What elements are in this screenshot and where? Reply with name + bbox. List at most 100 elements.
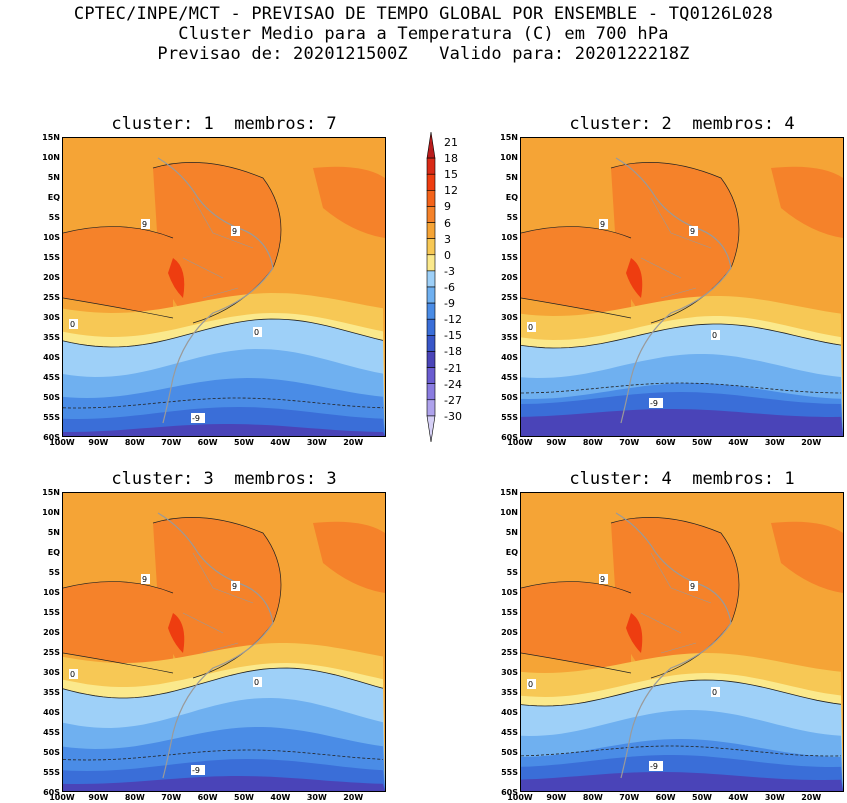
lat-tick-label: EQ [505, 548, 518, 557]
lat-tick-label: 15S [501, 608, 518, 617]
colorbar-tick-label: 15 [444, 168, 458, 182]
contour-label-minus-9: -9 [650, 762, 658, 771]
contour-label-0: 0 [254, 328, 259, 337]
lat-tick-label: 5S [506, 568, 518, 577]
lat-tick-label: 50S [501, 748, 518, 757]
lat-tick-label: 35S [43, 333, 60, 342]
lon-tick-label: 50W [234, 438, 254, 447]
lat-tick-label: 55S [501, 768, 518, 777]
lat-tick-label: 60S [501, 433, 518, 442]
header-title: CPTEC/INPE/MCT - PREVISAO DE TEMPO GLOBA… [73, 4, 774, 24]
lon-tick-label: 90W [546, 438, 567, 447]
lat-tick-label: 55S [501, 413, 518, 422]
colorbar-tick-label: -12 [444, 313, 462, 327]
contour-label-0: 0 [254, 678, 259, 687]
colorbar-tick-label: -15 [444, 329, 462, 343]
contour-label-9: 9 [232, 582, 237, 591]
lat-tick-label: 5S [506, 213, 518, 222]
lat-tick-label: 5N [47, 173, 60, 182]
contour-label-minus-9: -9 [650, 399, 658, 408]
colorbar-tick-label: 0 [444, 248, 451, 262]
panel-2-title: cluster: 2 membros: 4 [569, 114, 795, 134]
panel-3-title: cluster: 3 membros: 3 [111, 469, 337, 489]
lat-tick-label: 55S [43, 413, 60, 422]
lat-tick-label: 10S [43, 233, 60, 242]
colorbar-tick-label: 12 [444, 184, 458, 198]
lon-tick-label: 40W [270, 438, 291, 447]
lon-tick-label: 100W [507, 793, 533, 802]
lon-tick-label: 20W [801, 438, 822, 447]
lat-tick-label: 45S [43, 373, 60, 382]
colorbar-tick-label: -3 [444, 264, 455, 278]
lat-tick-label: 15N [500, 488, 518, 497]
lat-tick-label: 10N [500, 153, 518, 162]
lat-tick-label: 5N [505, 173, 518, 182]
lat-tick-label: 15S [43, 253, 60, 262]
map-panel-cluster-2: 9 9 0 0 -9 [520, 137, 844, 437]
lat-tick-label: 20S [43, 273, 60, 282]
lat-tick-label: 30S [43, 668, 60, 677]
lat-tick-label: 10N [42, 153, 60, 162]
contour-label-0: 0 [712, 688, 717, 697]
lon-tick-label: 70W [161, 438, 182, 447]
lat-tick-label: 30S [501, 313, 518, 322]
colorbar-tick-label: 9 [444, 200, 451, 214]
colorbar-tick-label: -21 [444, 361, 462, 375]
lon-tick-label: 60W [197, 438, 218, 447]
lat-tick-label: 35S [43, 688, 60, 697]
contour-label-0: 0 [528, 323, 533, 332]
header-dates: Previsao de: 2020121500Z Valido para: 20… [157, 44, 690, 64]
header-variable: Cluster Medio para a Temperatura (C) em … [178, 24, 669, 44]
lat-tick-label: 35S [501, 333, 518, 342]
contour-label-minus-9: -9 [192, 414, 200, 423]
lat-tick-label: 45S [501, 728, 518, 737]
lon-tick-label: 50W [692, 438, 712, 447]
lat-tick-label: 25S [43, 648, 60, 657]
lon-tick-label: 30W [764, 438, 785, 447]
map-panel-cluster-1: 9 9 0 0 -9 [62, 137, 386, 437]
lon-tick-label: 80W [124, 438, 145, 447]
lat-tick-label: 30S [501, 668, 518, 677]
contour-label-0: 0 [712, 331, 717, 340]
lat-tick-label: 5N [47, 528, 60, 537]
colorbar-tick-label: -9 [444, 297, 455, 311]
lat-tick-label: 50S [501, 393, 518, 402]
lat-tick-label: 35S [501, 688, 518, 697]
temperature-colorbar [426, 132, 436, 442]
colorbar-tick-label: 21 [444, 136, 458, 149]
lat-tick-label: 5S [48, 213, 60, 222]
lon-tick-label: 50W [234, 793, 254, 802]
lat-tick-label: 20S [501, 628, 518, 637]
contour-label-minus-9: -9 [192, 766, 200, 775]
lon-tick-label: 30W [306, 793, 327, 802]
contour-label-9: 9 [142, 575, 147, 584]
lat-tick-label: 40S [501, 708, 518, 717]
lat-tick-label: 15S [501, 253, 518, 262]
contour-label-9: 9 [690, 582, 695, 591]
colorbar-tick-label: -27 [444, 393, 462, 407]
lon-tick-label: 80W [582, 793, 603, 802]
lon-tick-label: 40W [728, 793, 749, 802]
contour-label-9: 9 [600, 575, 605, 584]
lat-tick-label: 60S [43, 788, 60, 797]
colorbar-tick-label: -18 [444, 345, 462, 359]
colorbar-tick-label: -30 [444, 409, 462, 423]
lat-tick-label: 30S [43, 313, 60, 322]
lat-tick-label: 40S [43, 353, 60, 362]
lon-tick-label: 100W [49, 793, 75, 802]
contour-label-9: 9 [142, 220, 147, 229]
lat-tick-label: 10S [501, 233, 518, 242]
lat-tick-label: EQ [47, 548, 60, 557]
lat-tick-label: 20S [43, 628, 60, 637]
colorbar-tick-label: -6 [444, 281, 455, 294]
lon-tick-label: 30W [306, 438, 327, 447]
lat-tick-label: 25S [43, 293, 60, 302]
lat-tick-label: 50S [43, 748, 60, 757]
lon-tick-label: 90W [88, 793, 109, 802]
lat-tick-label: 25S [501, 648, 518, 657]
lat-tick-label: 15N [42, 488, 60, 497]
lon-tick-label: 50W [692, 793, 712, 802]
lat-tick-label: 25S [501, 293, 518, 302]
colorbar-tick-label: -24 [444, 377, 462, 391]
lat-tick-label: 20S [501, 273, 518, 282]
